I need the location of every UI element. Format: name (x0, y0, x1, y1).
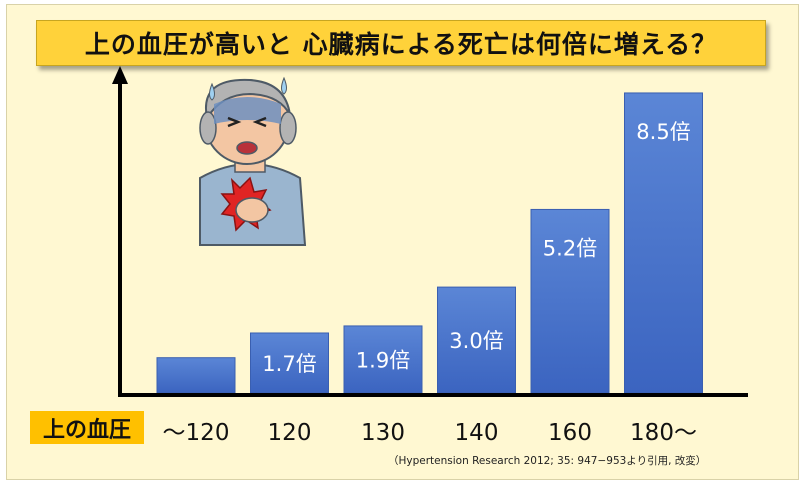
x-tick-label-3: 140 (455, 420, 499, 446)
bar-1 (250, 332, 329, 394)
bar-3 (437, 286, 516, 394)
x-tick-label-5: 180〜 (630, 420, 697, 446)
x-axis-label: 上の血圧 (42, 417, 131, 443)
data-label-2: 1.9倍 (356, 348, 410, 372)
bar-0 (156, 357, 236, 394)
data-label-1: 1.7倍 (262, 352, 316, 376)
data-label-3: 3.0倍 (449, 329, 503, 353)
title-banner: 上の血圧が高いと 心臓病による死亡は何倍に増える？ (36, 20, 766, 66)
data-label-5: 8.5倍 (636, 120, 690, 144)
chart-title: 上の血圧が高いと 心臓病による死亡は何倍に増える？ (84, 30, 718, 59)
x-tick-label-4: 160 (548, 420, 592, 446)
y-axis-arrow-icon (112, 66, 128, 84)
x-tick-label-1: 120 (268, 420, 312, 446)
bar-4 (530, 208, 610, 394)
x-tick-label-2: 130 (361, 420, 405, 446)
bar-series (156, 92, 703, 394)
elderly-man-chest-pain-icon (199, 76, 307, 246)
x-axis-label-box: 上の血圧 (30, 411, 144, 444)
x-tick-label-0: 〜120 (163, 420, 230, 446)
data-labels: 1.7倍 1.9倍 3.0倍 5.2倍 8.5倍 (262, 120, 690, 376)
bar-2 (343, 325, 423, 394)
bar-5 (624, 92, 703, 394)
source-citation: （Hypertension Research 2012; 35: 947−953… (388, 455, 707, 467)
x-tick-labels: 〜120 120 130 140 160 180〜 (163, 420, 697, 446)
data-label-4: 5.2倍 (543, 236, 597, 260)
